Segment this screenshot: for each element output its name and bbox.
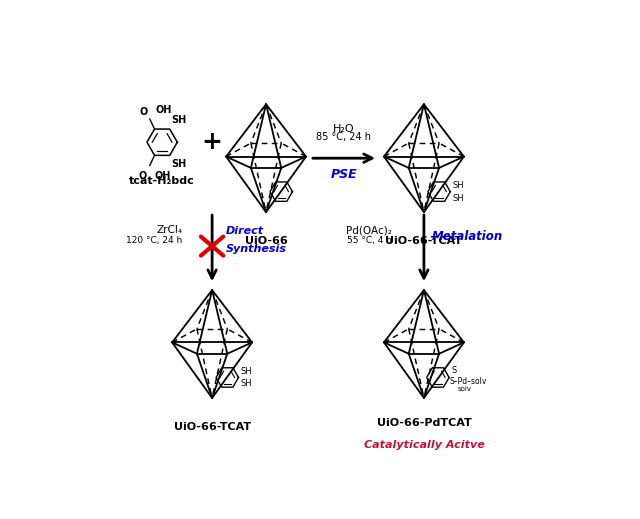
Text: SH: SH: [172, 159, 187, 169]
Text: ZrCl₄: ZrCl₄: [156, 225, 182, 235]
Text: 85 °C, 24 h: 85 °C, 24 h: [317, 132, 371, 142]
Text: OH: OH: [156, 105, 172, 115]
Text: SH: SH: [452, 194, 464, 202]
Text: UiO-66-PdTCAT: UiO-66-PdTCAT: [376, 418, 471, 428]
Text: UiO-66-TCAT: UiO-66-TCAT: [385, 236, 463, 246]
Text: Metalation: Metalation: [432, 229, 503, 242]
Text: UiO-66: UiO-66: [244, 236, 287, 246]
Text: PSE: PSE: [331, 168, 357, 181]
Text: S: S: [451, 366, 457, 375]
Text: OH: OH: [155, 171, 171, 181]
Text: Pd(OAc)₂: Pd(OAc)₂: [346, 225, 392, 235]
Text: SH: SH: [172, 115, 187, 125]
Text: O: O: [140, 107, 147, 117]
Text: 55 °C, 4 h: 55 °C, 4 h: [347, 236, 392, 244]
Text: S–Pd–solv: S–Pd–solv: [449, 377, 486, 386]
Text: tcat-H₂bdc: tcat-H₂bdc: [129, 176, 195, 186]
Text: Catalytically Acitve: Catalytically Acitve: [364, 440, 484, 450]
Text: SH: SH: [241, 379, 253, 388]
Text: UiO-66-TCAT: UiO-66-TCAT: [173, 422, 251, 432]
Text: O: O: [138, 171, 147, 181]
Text: H₂O: H₂O: [333, 124, 355, 134]
Text: Synthesis: Synthesis: [226, 244, 287, 254]
Text: SH: SH: [241, 366, 253, 376]
Text: +: +: [202, 130, 223, 154]
Text: SH: SH: [452, 181, 464, 190]
Text: Direct: Direct: [226, 226, 264, 236]
Text: solv: solv: [458, 387, 472, 392]
Text: 120 °C, 24 h: 120 °C, 24 h: [126, 236, 182, 244]
